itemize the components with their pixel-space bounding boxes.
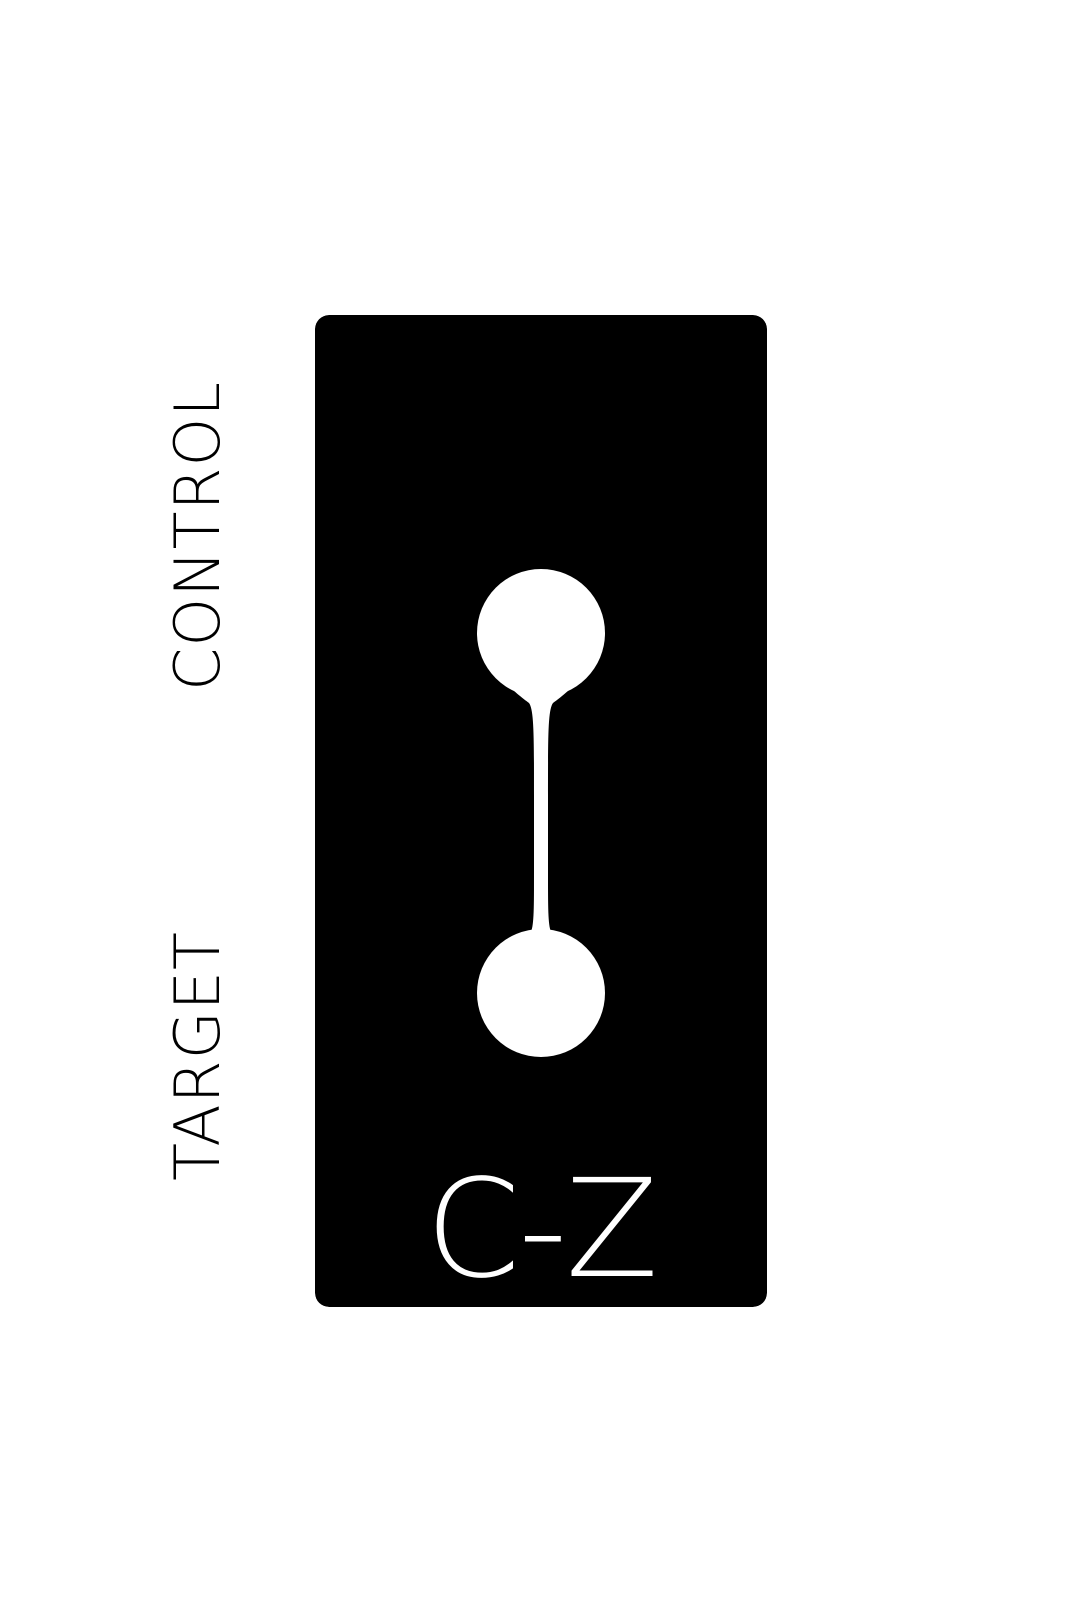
gate-card: C-Z bbox=[315, 315, 767, 1307]
gate-name: C-Z bbox=[425, 1151, 658, 1307]
target-label: TARGET bbox=[161, 931, 234, 1181]
controlled-z-dumbbell-icon bbox=[477, 569, 605, 1057]
connector-stem bbox=[495, 673, 587, 965]
control-node bbox=[477, 569, 605, 697]
gate-card-graphic bbox=[315, 315, 767, 1307]
control-label: CONTROL bbox=[161, 381, 234, 691]
